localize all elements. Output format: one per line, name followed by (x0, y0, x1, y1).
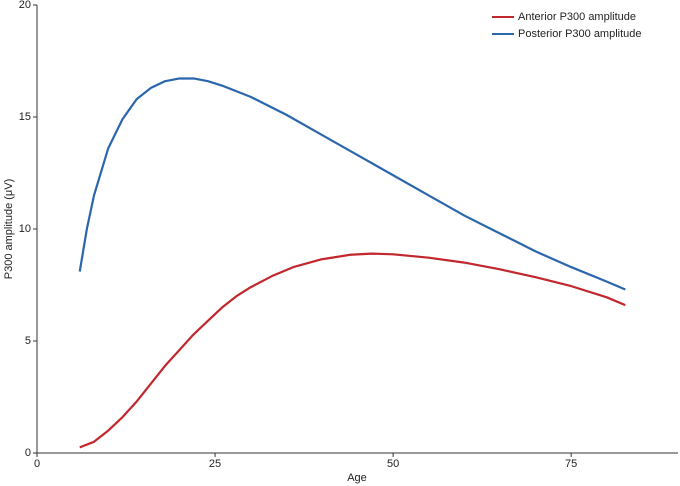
line (79, 252, 626, 449)
y-tick-label: 15 (19, 111, 31, 123)
x-tick-label: 75 (565, 458, 577, 470)
y-tick-label: 0 (25, 447, 31, 459)
y-tick-label: 20 (19, 0, 31, 11)
line (78, 77, 626, 291)
x-tick-label: 25 (209, 458, 221, 470)
y-tick-label: 5 (25, 335, 31, 347)
x-tick-label: 50 (387, 458, 399, 470)
legend-label: Anterior P300 amplitude (518, 11, 636, 23)
x-axis-label: Age (347, 472, 367, 484)
legend-label: Posterior P300 amplitude (518, 28, 642, 40)
y-axis-label: P300 amplitude (μV) (3, 179, 15, 280)
y-tick-label: 10 (19, 223, 31, 235)
x-tick-label: 0 (34, 458, 40, 470)
